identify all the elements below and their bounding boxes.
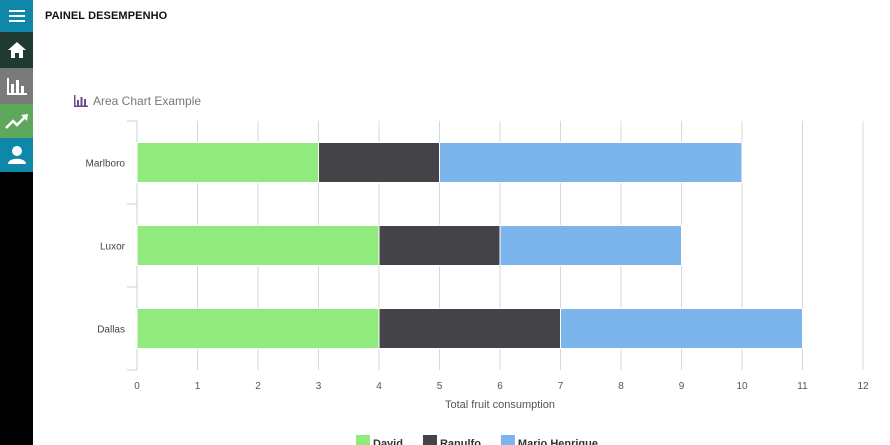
home-button[interactable] [0,32,33,68]
user-button[interactable] [0,138,33,172]
x-tick-label: 11 [797,381,808,392]
bar-ranulfo [318,142,440,183]
sidebar [0,0,33,445]
chart-title: Area Chart Example [93,94,202,108]
x-tick-label: 0 [134,381,140,392]
axes [127,120,138,371]
page-title: PAINEL DESEMPENHO [45,10,168,22]
x-tick-label: 3 [316,381,322,392]
home-icon [7,42,26,58]
bars [136,142,803,349]
category-label: Dallas [97,325,125,336]
x-tick-label: 4 [376,381,382,392]
x-tick-label: 10 [736,381,748,392]
x-tick-label: 8 [618,381,624,392]
trend-icon [4,114,28,129]
x-tick-label: 12 [857,381,869,392]
legend: David Ranulfo Mario Henrique [356,435,598,445]
legend-swatch [422,435,437,445]
legend-label: Mario Henrique [518,438,598,445]
bar-david [136,142,319,183]
x-tick-label: 5 [437,381,443,392]
legend-label: David [373,438,403,445]
menu-button[interactable] [0,0,33,32]
legend-swatch [500,435,515,445]
bar-mario-henrique [560,308,803,349]
category-label: Marlboro [86,159,126,170]
x-axis-title: Total fruit consumption [445,399,555,411]
category-label: Luxor [100,242,126,253]
bar-chart-icon [6,78,27,95]
bar-david [136,308,380,349]
legend-swatch [356,435,370,445]
x-tick-label: 9 [679,381,685,392]
bar-david [136,225,380,266]
chart-header: Area Chart Example [74,94,201,108]
bar-mario-henrique [499,225,682,266]
x-tick-label: 1 [195,381,201,392]
reports-button[interactable] [0,68,33,104]
x-tick-label: 2 [255,381,261,392]
bar-mario-henrique [439,142,743,183]
bar-chart-icon [74,95,88,107]
bar-ranulfo [378,308,561,349]
legend-label: Ranulfo [440,438,481,445]
menu-icon [8,10,25,22]
user-icon [7,146,26,164]
bar-ranulfo [378,225,501,266]
x-tick-label: 6 [497,381,503,392]
trends-button[interactable] [0,104,33,138]
x-tick-label: 7 [558,381,564,392]
